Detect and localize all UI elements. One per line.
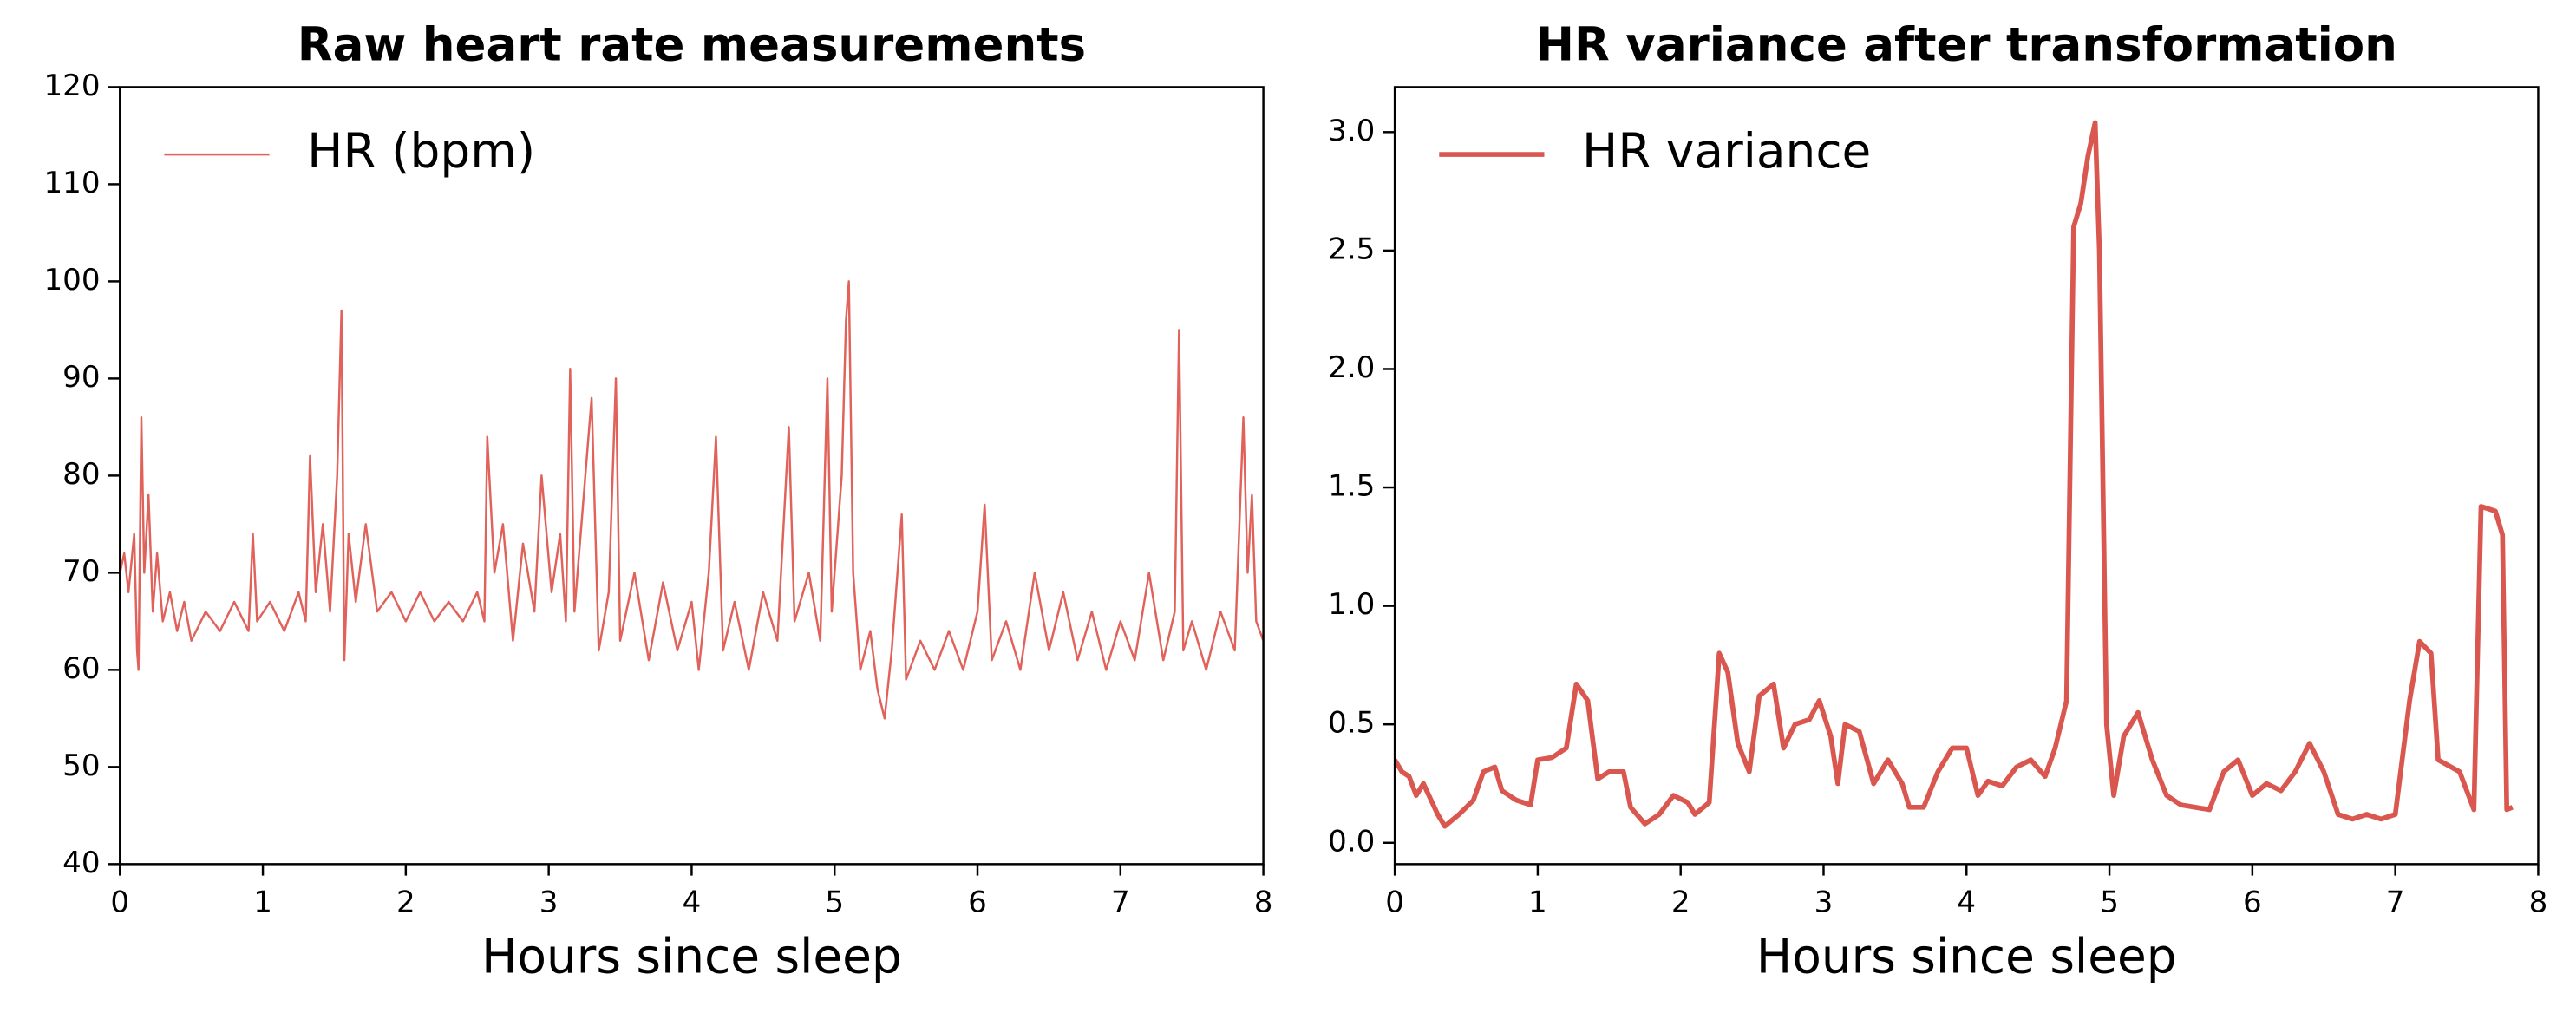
- x-tick-label: 1: [253, 885, 272, 919]
- x-tick-label: 0: [110, 885, 129, 919]
- x-tick-label: 8: [2529, 885, 2548, 919]
- y-tick-label: 120: [43, 69, 100, 103]
- y-tick-label: 90: [62, 360, 100, 395]
- data-line: [120, 280, 1264, 720]
- x-tick-label: 7: [2386, 885, 2405, 919]
- y-tick-label: 80: [62, 457, 100, 492]
- axes-frame: [1393, 86, 2540, 866]
- y-tick-label: 1.0: [1328, 587, 1375, 622]
- y-tick-label: 100: [43, 263, 100, 297]
- y-tick-label: 2.5: [1328, 232, 1375, 266]
- y-tick-label: 50: [62, 748, 100, 783]
- x-tick-label: 6: [968, 885, 987, 919]
- x-tick-label: 3: [1814, 885, 1834, 919]
- chart-title: HR variance after transformation: [1536, 18, 2397, 72]
- y-tick-label: 60: [62, 651, 100, 686]
- x-tick-label: 5: [2100, 885, 2119, 919]
- x-axis-label: Hours since sleep: [481, 928, 902, 984]
- axes-frame: [119, 86, 1265, 866]
- x-tick-label: 0: [1385, 885, 1404, 919]
- y-tick-label: 3.0: [1328, 114, 1375, 148]
- x-tick-label: 2: [396, 885, 415, 919]
- y-tick-label: 70: [62, 554, 100, 589]
- y-tick-label: 1.5: [1328, 469, 1375, 504]
- y-tick-label: 110: [43, 166, 100, 200]
- y-tick-label: 2.0: [1328, 350, 1375, 385]
- x-tick-label: 4: [1957, 885, 1976, 919]
- x-tick-label: 7: [1111, 885, 1130, 919]
- y-tick-label: 0.0: [1328, 824, 1375, 859]
- x-tick-label: 2: [1671, 885, 1690, 919]
- x-axis-label: Hours since sleep: [1756, 928, 2177, 984]
- x-tick-label: 5: [825, 885, 844, 919]
- chart-title: Raw heart rate measurements: [297, 18, 1086, 72]
- x-tick-label: 4: [683, 885, 702, 919]
- legend-label: HR (bpm): [307, 123, 535, 179]
- x-tick-label: 6: [2243, 885, 2262, 919]
- x-tick-label: 8: [1254, 885, 1273, 919]
- legend-label: HR variance: [1582, 123, 1871, 179]
- y-tick-label: 0.5: [1328, 706, 1375, 741]
- y-tick-label: 40: [62, 846, 100, 880]
- x-tick-label: 3: [539, 885, 559, 919]
- data-line: [1395, 120, 2514, 829]
- x-tick-label: 1: [1528, 885, 1547, 919]
